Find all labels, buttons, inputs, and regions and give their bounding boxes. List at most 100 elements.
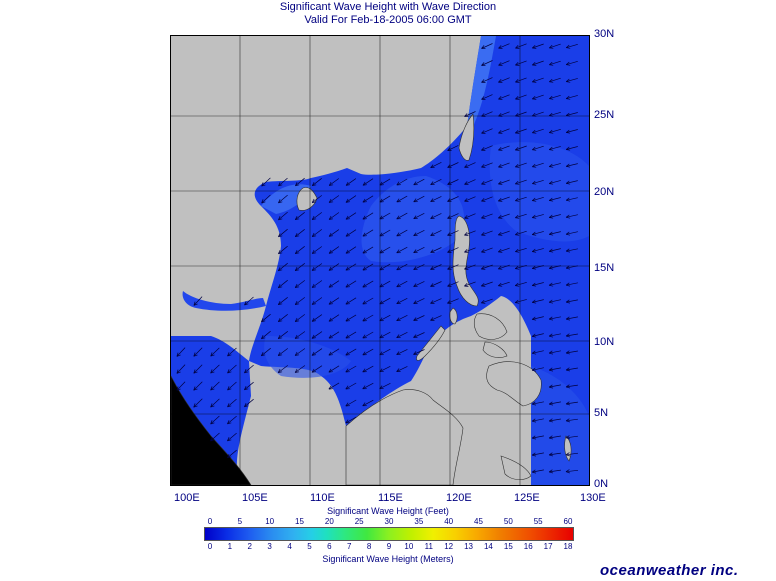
wave-arrow bbox=[549, 214, 561, 218]
feet-tick-label: 60 bbox=[563, 517, 573, 526]
wave-arrow-head bbox=[176, 371, 181, 374]
wave-arrow bbox=[345, 178, 357, 186]
wave-arrow bbox=[193, 381, 203, 391]
wave-arrow bbox=[295, 212, 305, 220]
wave-arrow bbox=[498, 111, 510, 117]
wave-arrow bbox=[549, 316, 561, 320]
wave-arrow bbox=[549, 299, 561, 303]
wave-arrow-head bbox=[515, 268, 520, 270]
wave-arrow-head bbox=[430, 198, 434, 202]
wave-arrow-head bbox=[464, 232, 468, 236]
wave-arrow bbox=[481, 230, 493, 236]
wave-arrow-head bbox=[532, 129, 536, 134]
wave-arrow bbox=[328, 212, 340, 220]
wave-arrow bbox=[345, 297, 357, 305]
wave-arrow-head bbox=[312, 303, 317, 305]
wave-arrow-head bbox=[515, 146, 519, 151]
wave-arrow-head bbox=[362, 218, 367, 220]
wave-arrow bbox=[261, 177, 271, 187]
wave-arrow-head bbox=[532, 471, 537, 474]
wave-arrow-head bbox=[498, 282, 502, 287]
wave-arrow-head bbox=[565, 299, 570, 303]
wave-arrow bbox=[430, 230, 442, 236]
lat-label: 15N bbox=[594, 262, 615, 274]
wave-arrow-head bbox=[193, 301, 196, 306]
wave-arrow bbox=[481, 111, 493, 117]
wave-arrow bbox=[413, 195, 425, 203]
wave-arrow-head bbox=[311, 354, 317, 356]
wave-arrow-head bbox=[548, 163, 553, 167]
wave-arrow-head bbox=[312, 184, 317, 187]
wave-arrow bbox=[498, 213, 510, 219]
wave-arrow-head bbox=[278, 337, 283, 340]
wave-arrow-head bbox=[532, 319, 537, 321]
wave-arrow bbox=[413, 246, 425, 254]
wave-arrow bbox=[566, 350, 578, 354]
wave-arrow-head bbox=[346, 184, 351, 186]
wave-arrow bbox=[447, 298, 459, 304]
wave-arrow-head bbox=[244, 386, 247, 390]
wave-arrow bbox=[278, 177, 288, 187]
wave-arrow bbox=[227, 381, 237, 391]
wave-arrow-head bbox=[345, 198, 349, 203]
wave-arrow-head bbox=[210, 354, 215, 357]
wave-arrow-head bbox=[498, 231, 502, 236]
wave-arrow bbox=[549, 367, 561, 371]
wave-arrow-head bbox=[566, 386, 570, 389]
wave-arrow-head bbox=[311, 371, 317, 373]
meter-tick-label: 17 bbox=[543, 542, 553, 551]
wave-arrow-head bbox=[565, 265, 570, 269]
wave-arrow bbox=[498, 162, 510, 168]
wave-arrow bbox=[379, 263, 391, 271]
wave-arrow-head bbox=[396, 334, 400, 338]
wave-arrow-head bbox=[565, 437, 571, 440]
wave-arrow bbox=[294, 348, 306, 356]
wave-arrow-head bbox=[362, 300, 366, 305]
meter-tick-label: 10 bbox=[404, 542, 414, 551]
wave-arrow-head bbox=[430, 164, 434, 168]
wave-arrow-head bbox=[481, 147, 485, 151]
wave-arrow bbox=[549, 60, 561, 66]
wave-arrow bbox=[549, 163, 561, 167]
wave-arrow-head bbox=[565, 146, 570, 150]
wave-arrow-head bbox=[566, 250, 571, 253]
wave-arrow bbox=[549, 435, 561, 439]
wave-arrow-head bbox=[328, 368, 332, 373]
wave-arrow bbox=[295, 177, 305, 187]
wave-arrow-head bbox=[532, 61, 536, 66]
wave-arrow-head bbox=[515, 163, 519, 168]
lon-label: 125E bbox=[514, 492, 540, 504]
wave-arrow-head bbox=[498, 248, 502, 253]
wave-arrow-head bbox=[548, 112, 553, 116]
wave-arrow-head bbox=[566, 64, 571, 66]
wave-arrow-head bbox=[565, 214, 570, 218]
wave-arrow bbox=[566, 163, 578, 167]
wave-arrow-head bbox=[481, 181, 485, 185]
feet-tick-label: 55 bbox=[533, 517, 543, 526]
wave-arrow-head bbox=[531, 197, 536, 201]
wave-arrow-head bbox=[447, 198, 451, 202]
wave-arrow bbox=[430, 315, 442, 321]
wave-arrow-head bbox=[498, 79, 502, 83]
wave-arrow-head bbox=[430, 300, 434, 304]
wave-arrow-head bbox=[396, 368, 400, 372]
wave-arrow-head bbox=[532, 95, 536, 100]
wave-arrow-head bbox=[549, 420, 553, 423]
wave-arrow-head bbox=[481, 96, 485, 100]
wave-arrow-head bbox=[515, 166, 520, 168]
wave-arrow-head bbox=[328, 266, 332, 271]
wave-arrow-head bbox=[481, 79, 485, 83]
wave-arrow-head bbox=[498, 147, 502, 151]
wave-arrow bbox=[566, 401, 578, 405]
wave-arrow-head bbox=[531, 316, 536, 320]
wave-arrow-head bbox=[549, 251, 554, 253]
wave-arrow bbox=[396, 297, 408, 305]
wave-arrow-head bbox=[565, 367, 570, 371]
wave-arrow-head bbox=[261, 182, 264, 187]
wave-arrow bbox=[328, 263, 340, 271]
wave-arrow-head bbox=[532, 149, 537, 151]
wave-arrow bbox=[210, 415, 220, 425]
ocean-area bbox=[264, 336, 351, 378]
wave-arrow-head bbox=[566, 403, 570, 406]
meter-tick-label: 8 bbox=[366, 542, 372, 551]
